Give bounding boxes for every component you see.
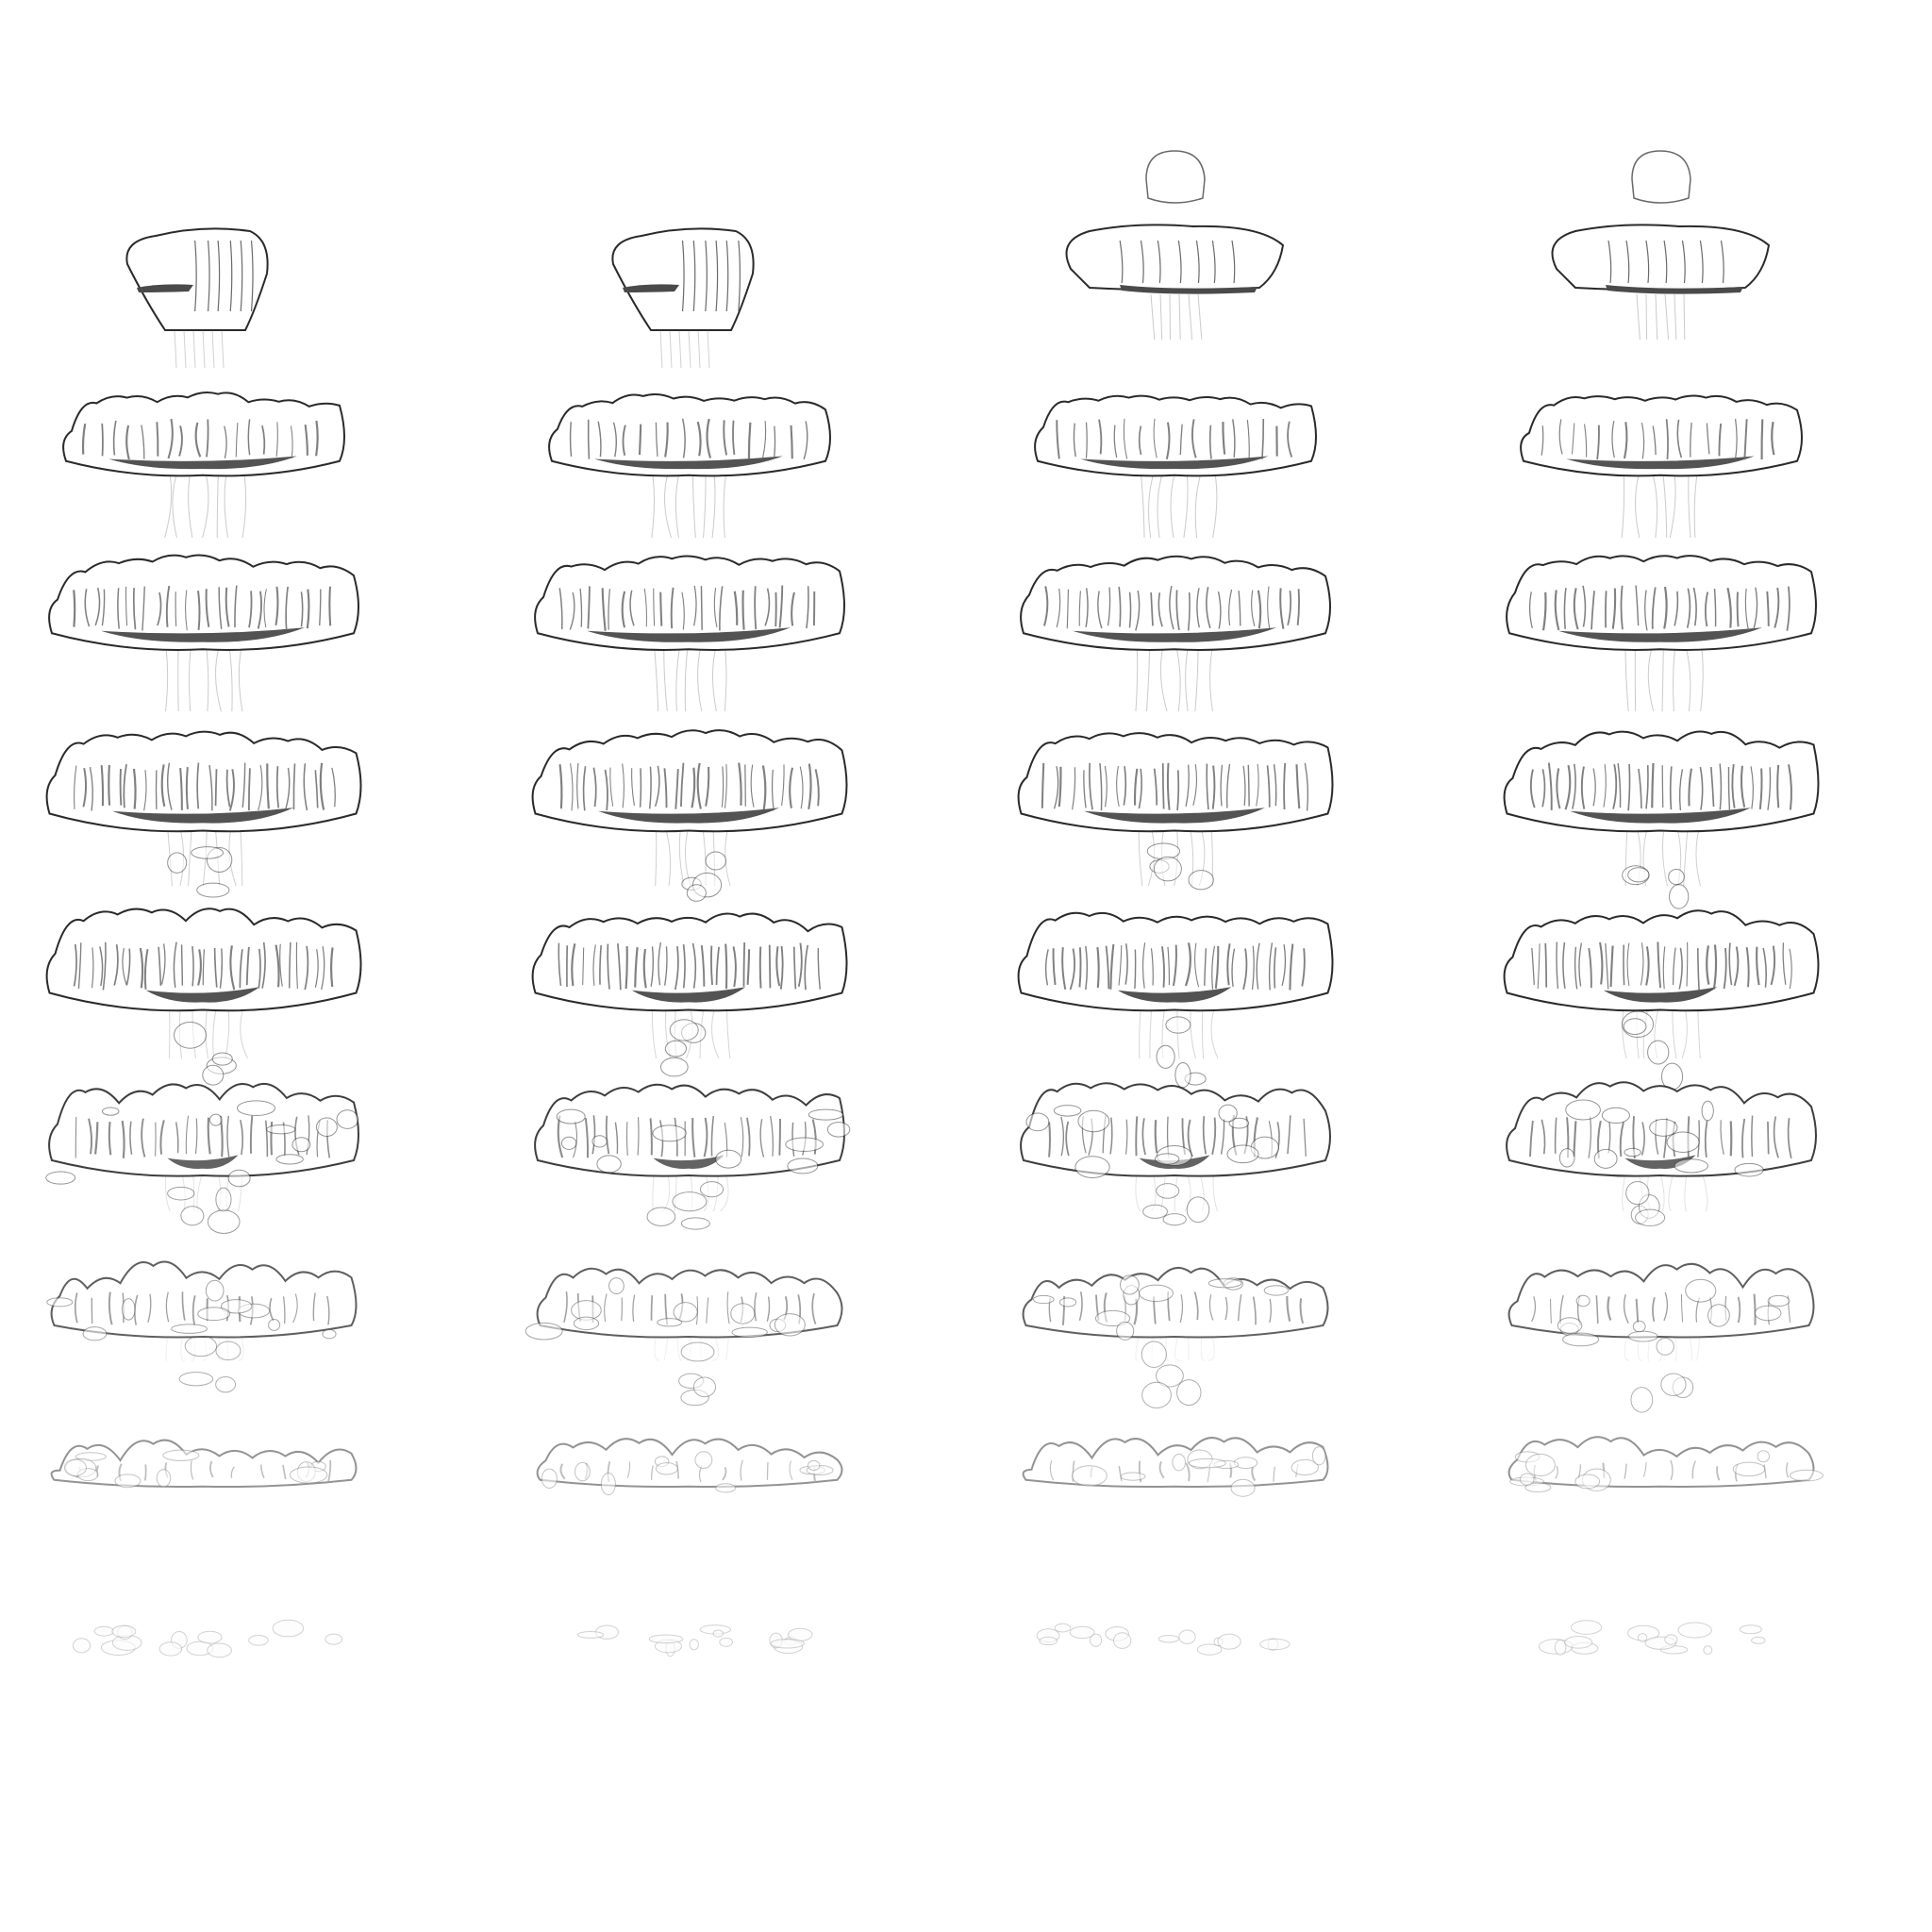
cloud-shape — [1065, 150, 1285, 341]
sprite-frame-cap-droop — [1503, 909, 1820, 1091]
sprite-frame-cap-billow — [45, 730, 362, 898]
sprite-frame-cap-full — [48, 554, 359, 712]
cloud-shape — [1507, 1436, 1824, 1492]
sprite-frame-dissipate-2 — [1507, 1262, 1815, 1413]
sprite-frame-dissipate-2 — [525, 1267, 843, 1407]
sprite-frame-remnants — [1036, 1623, 1291, 1656]
sprite-frame-cap-expand — [1520, 394, 1803, 539]
sprite-frame-cap-expand — [1034, 394, 1317, 539]
sprite-frame-cap-billow — [1503, 730, 1820, 909]
cloud-shape — [611, 227, 755, 369]
sprite-frame-cap-droop — [531, 912, 848, 1077]
sprite-frame-remnants — [1538, 1620, 1766, 1656]
cloud-shape — [46, 1260, 358, 1393]
cloud-shape — [125, 227, 269, 369]
sprite-frame-cap-billow — [531, 729, 848, 902]
cloud-shape — [576, 1624, 813, 1657]
sprite-frame-cap-expand — [548, 392, 831, 539]
sprite-frame-remnants — [576, 1624, 813, 1657]
cloud-shape — [1036, 1623, 1291, 1656]
cloud-shape — [1506, 1081, 1817, 1226]
sprite-frame-dissipate-2 — [1022, 1266, 1329, 1408]
cloud-shape — [45, 730, 362, 898]
sprite-frame-dissipate-3 — [50, 1439, 358, 1489]
sprite-frame-rise-small — [1065, 150, 1285, 341]
sprite-frame-rise-small — [125, 227, 269, 369]
cloud-shape — [72, 1619, 343, 1658]
cloud-shape — [50, 1439, 358, 1489]
cloud-shape — [534, 555, 845, 712]
cloud-shape — [531, 729, 848, 902]
sprite-frame-rise-small — [1551, 150, 1771, 341]
cloud-shape — [534, 1083, 851, 1230]
sprite-frame-dissipate-3 — [1022, 1437, 1329, 1497]
sprite-frame-dissipate-3 — [536, 1438, 843, 1496]
sprite-frame-cap-full — [1506, 555, 1817, 712]
cloud-shape — [45, 908, 362, 1086]
sprite-frame-cap-expand — [62, 391, 345, 539]
cloud-shape — [1520, 394, 1803, 539]
cloud-shape — [1020, 1082, 1331, 1226]
cloud-shape — [1020, 555, 1331, 712]
cloud-shape — [1017, 732, 1334, 891]
cloud-shape — [1506, 555, 1817, 712]
cloud-shape — [1022, 1266, 1329, 1408]
sprite-frame-rise-small — [611, 227, 755, 369]
cloud-shape — [548, 392, 831, 539]
sprite-frame-dissipate-1 — [1020, 1082, 1331, 1226]
cloud-shape — [1538, 1620, 1766, 1656]
cloud-shape — [525, 1267, 843, 1407]
sprite-frame-dissipate-1 — [45, 1082, 359, 1234]
sprite-frame-dissipate-2 — [46, 1260, 358, 1393]
cloud-shape — [1551, 150, 1771, 341]
cloud-shape — [1034, 394, 1317, 539]
cloud-shape — [1507, 1262, 1815, 1413]
cloud-shape — [1503, 909, 1820, 1091]
sprite-frame-cap-billow — [1017, 732, 1334, 891]
cloud-shape — [1022, 1437, 1329, 1497]
sprite-frame-cap-droop — [1017, 911, 1334, 1089]
sprite-frame-cap-full — [1020, 555, 1331, 712]
sprite-frame-cap-droop — [45, 908, 362, 1086]
cloud-shape — [1017, 911, 1334, 1089]
sprite-frame-dissipate-1 — [534, 1083, 851, 1230]
sprite-frame-dissipate-1 — [1506, 1081, 1817, 1226]
sprite-frame-dissipate-3 — [1507, 1436, 1824, 1492]
cloud-shape — [531, 912, 848, 1077]
cloud-shape — [1503, 730, 1820, 909]
cloud-shape — [48, 554, 359, 712]
sprite-frame-remnants — [72, 1619, 343, 1658]
sprite-frame-cap-full — [534, 555, 845, 712]
cloud-shape — [62, 391, 345, 539]
cloud-shape — [536, 1438, 843, 1496]
cloud-shape — [45, 1082, 359, 1234]
